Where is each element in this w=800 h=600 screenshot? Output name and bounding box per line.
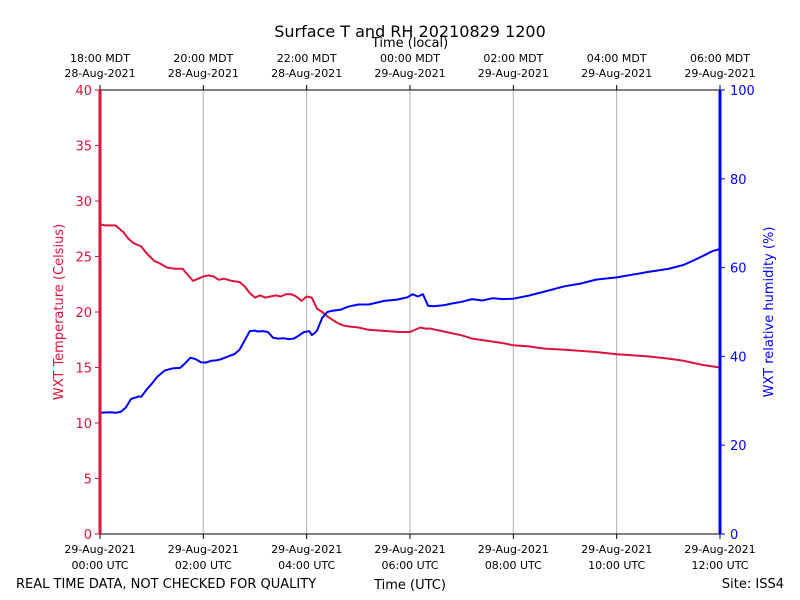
top-tick-date-1: 28-Aug-2021 xyxy=(168,67,239,80)
ticks: 0 5 10 15 20 25 30 35 40 0 20 40 60 80 100 29-Aug-2021 0… xyxy=(64,52,755,572)
left-tick-label-8: 40 xyxy=(75,84,92,99)
site-label: Site: ISS4 xyxy=(722,577,784,592)
top-tick-time-0: 18:00 MDT xyxy=(70,52,130,65)
bottom-tick-date-2: 29-Aug-2021 xyxy=(271,543,342,556)
gridlines xyxy=(202,90,618,534)
left-tick-label-3: 15 xyxy=(75,362,92,377)
bottom-tick-time-0: 00:00 UTC xyxy=(71,559,128,572)
chart-title: Surface T and RH 20210829 1200 xyxy=(274,22,546,41)
top-tick-date-2: 28-Aug-2021 xyxy=(271,67,342,80)
bottom-tick-time-1: 02:00 UTC xyxy=(175,559,232,572)
top-tick-time-3: 00:00 MDT xyxy=(380,52,440,65)
top-tick-date-3: 29-Aug-2021 xyxy=(374,67,445,80)
left-tick-label-0: 0 xyxy=(84,528,92,543)
right-tick-label-4: 80 xyxy=(730,173,747,188)
bottom-tick-date-4: 29-Aug-2021 xyxy=(478,543,549,556)
humidity-series-line xyxy=(99,248,721,414)
bottom-tick-time-3: 06:00 UTC xyxy=(381,559,438,572)
right-tick-label-0: 0 xyxy=(730,528,738,543)
temperature-series-line xyxy=(99,223,721,369)
series-layer xyxy=(99,223,721,414)
bottom-tick-time-6: 12:00 UTC xyxy=(691,559,748,572)
top-tick-date-0: 28-Aug-2021 xyxy=(64,67,135,80)
left-axis-label: WXT Temperature (Celsius) xyxy=(52,224,67,400)
bottom-tick-date-6: 29-Aug-2021 xyxy=(684,543,755,556)
left-tick-label-4: 20 xyxy=(75,306,92,321)
bottom-tick-date-1: 29-Aug-2021 xyxy=(168,543,239,556)
right-tick-label-3: 60 xyxy=(730,262,747,277)
left-tick-label-6: 30 xyxy=(75,195,92,210)
bottom-tick-time-2: 04:00 UTC xyxy=(278,559,335,572)
bottom-tick-date-3: 29-Aug-2021 xyxy=(374,543,445,556)
bottom-tick-date-0: 29-Aug-2021 xyxy=(64,543,135,556)
top-tick-time-2: 22:00 MDT xyxy=(277,52,337,65)
left-tick-label-1: 5 xyxy=(84,473,92,488)
top-tick-time-6: 06:00 MDT xyxy=(690,52,750,65)
bottom-axis-title: Time (UTC) xyxy=(373,578,446,593)
bottom-tick-time-5: 10:00 UTC xyxy=(588,559,645,572)
right-axis-label: WXT relative humidity (%) xyxy=(762,227,777,398)
top-axis-title: Time (local) xyxy=(371,36,448,51)
bottom-tick-date-5: 29-Aug-2021 xyxy=(581,543,652,556)
top-tick-date-6: 29-Aug-2021 xyxy=(684,67,755,80)
right-tick-label-5: 100 xyxy=(730,84,755,99)
top-tick-time-4: 02:00 MDT xyxy=(483,52,543,65)
top-tick-date-5: 29-Aug-2021 xyxy=(581,67,652,80)
quality-disclaimer: REAL TIME DATA, NOT CHECKED FOR QUALITY xyxy=(16,577,316,592)
right-tick-label-2: 40 xyxy=(730,350,747,365)
top-tick-time-1: 20:00 MDT xyxy=(173,52,233,65)
bottom-tick-time-4: 08:00 UTC xyxy=(485,559,542,572)
top-tick-date-4: 29-Aug-2021 xyxy=(478,67,549,80)
right-tick-label-1: 20 xyxy=(730,439,747,454)
left-tick-label-5: 25 xyxy=(75,251,92,266)
left-tick-label-2: 10 xyxy=(75,417,92,432)
left-tick-label-7: 35 xyxy=(75,140,92,155)
top-tick-time-5: 04:00 MDT xyxy=(587,52,647,65)
